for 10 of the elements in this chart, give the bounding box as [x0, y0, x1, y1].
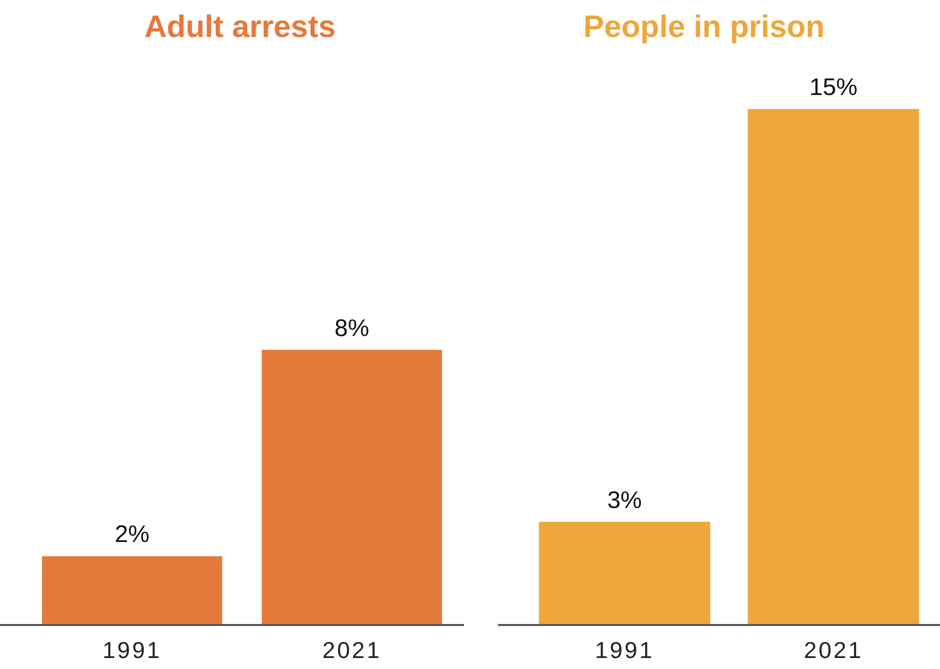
chart-title: Adult arrests — [144, 9, 336, 44]
data-label: 2% — [114, 521, 150, 548]
x-tick-label: 1991 — [594, 636, 654, 663]
x-tick-label: 2021 — [322, 636, 382, 663]
data-label: 3% — [607, 486, 642, 514]
data-label: 15% — [809, 74, 858, 101]
x-tick-label: 2021 — [804, 636, 864, 663]
chart-title: People in prison — [583, 9, 825, 44]
x-tick-label: 1991 — [102, 636, 162, 663]
data-label: 8% — [334, 314, 370, 342]
